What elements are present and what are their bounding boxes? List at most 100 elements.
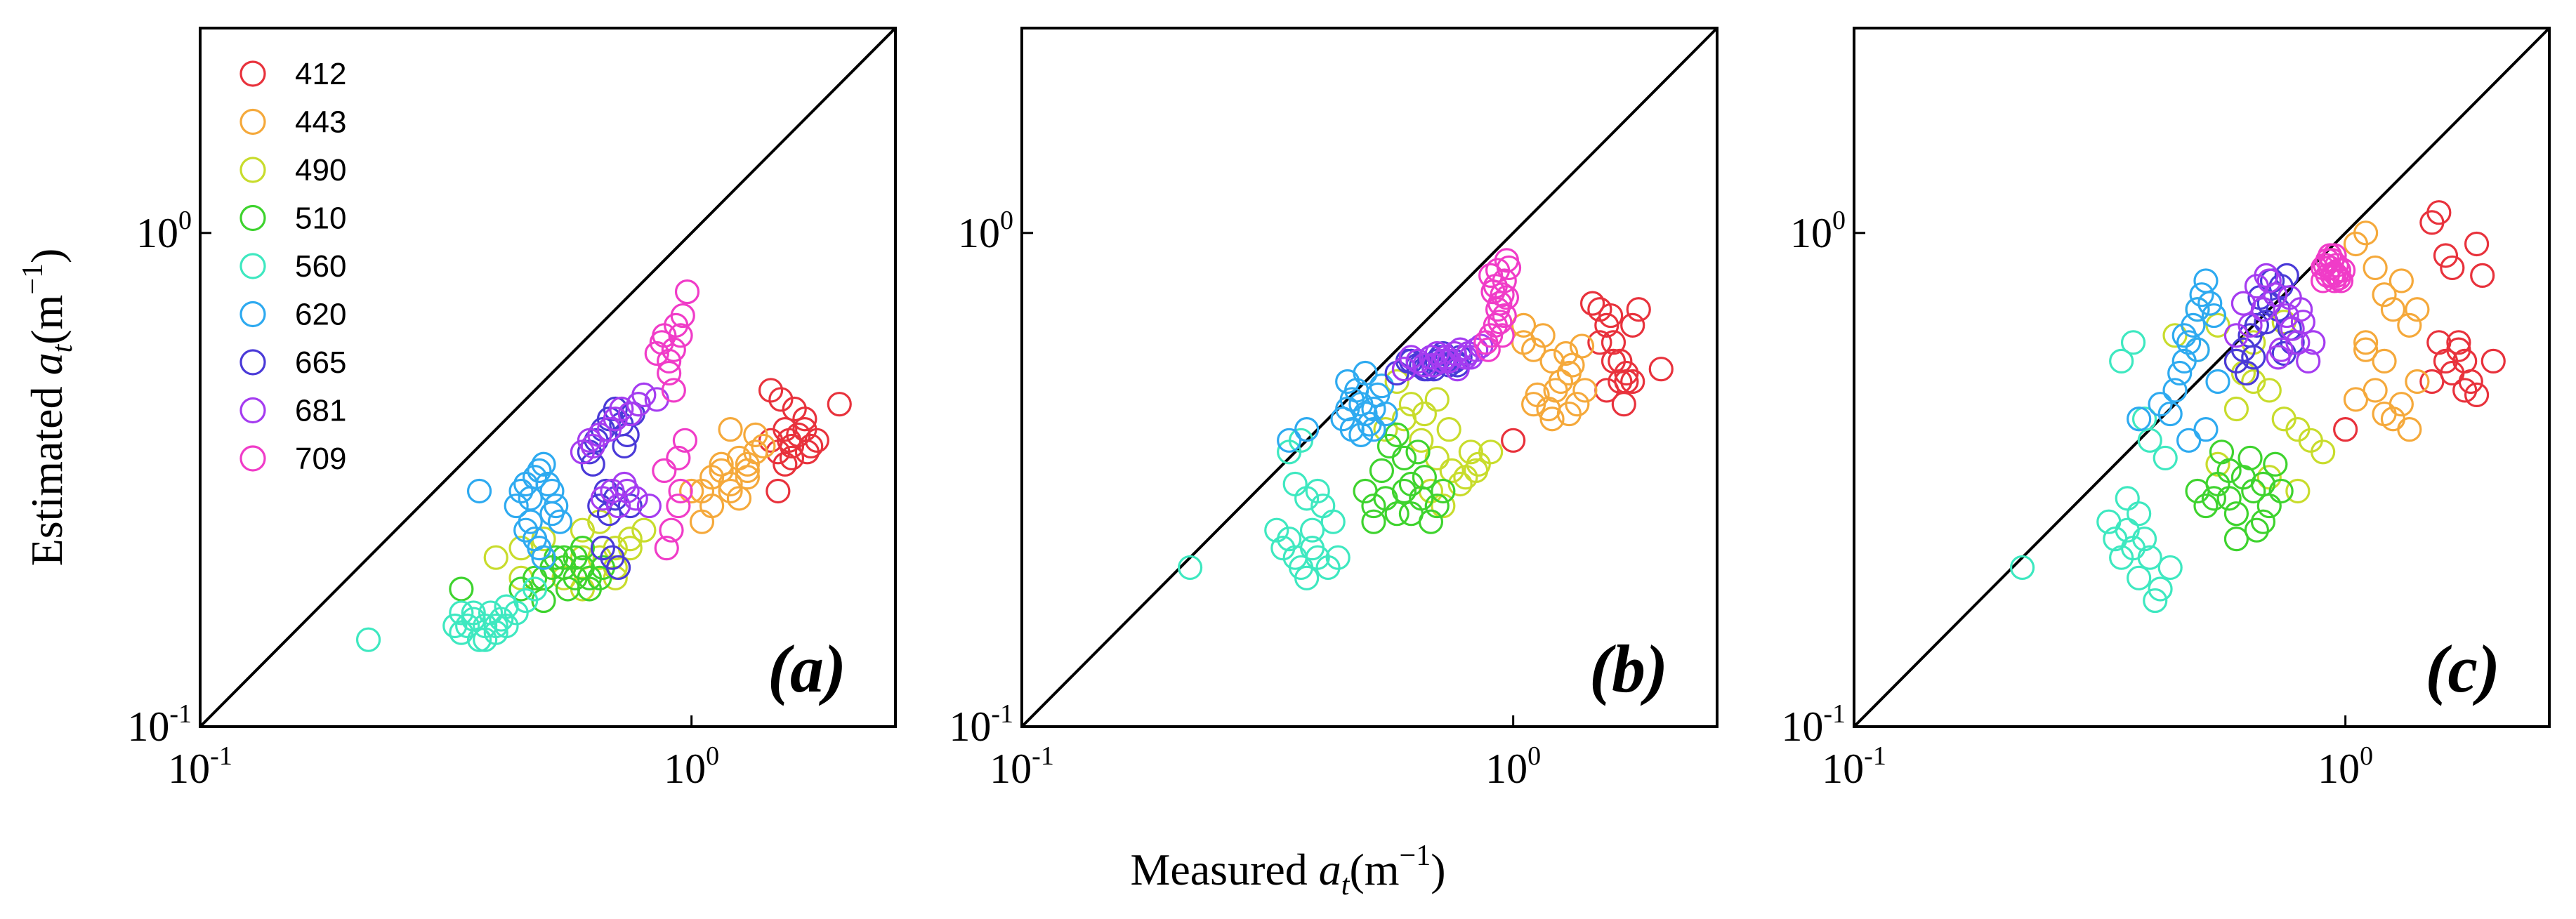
point-620: [2157, 401, 2183, 427]
point-490: [1439, 458, 1464, 483]
y-axis-title-sub: t: [46, 343, 79, 352]
point-510: [1412, 465, 1438, 490]
series-412: [2333, 200, 2506, 442]
point-443: [2372, 348, 2397, 373]
point-709: [654, 536, 679, 561]
point-443: [1530, 323, 1556, 348]
point-490: [2256, 465, 2282, 490]
one-to-one-line: [1853, 27, 2551, 728]
point-620: [531, 451, 556, 477]
point-443: [1553, 341, 1579, 366]
axes-frame: [1020, 27, 1719, 728]
series-412: [758, 378, 852, 504]
point-510: [2244, 517, 2270, 543]
point-560: [483, 613, 508, 639]
point-620: [1277, 428, 1302, 453]
point-412: [2464, 231, 2490, 257]
point-443: [718, 471, 743, 497]
point-412: [2433, 348, 2459, 373]
x-tick-label: 10-1: [990, 741, 1054, 792]
point-510: [2250, 509, 2276, 534]
point-560: [1325, 545, 1351, 570]
x-tick-label: 100: [664, 741, 719, 792]
point-443: [2405, 297, 2430, 322]
point-709: [666, 445, 691, 471]
point-412: [2440, 255, 2465, 281]
x-tick-mantissa: 10: [664, 746, 706, 792]
point-412: [2440, 360, 2465, 386]
point-412: [768, 387, 794, 412]
point-443: [1569, 333, 1595, 359]
y-tick-mantissa: 10: [949, 703, 991, 750]
legend-marker-620: [239, 300, 266, 328]
point-443: [1565, 392, 1590, 417]
point-490: [617, 527, 643, 552]
point-560: [1305, 478, 1330, 504]
legend-marker-560: [239, 253, 266, 279]
point-665: [590, 536, 616, 561]
point-443: [2380, 297, 2406, 322]
point-443: [1536, 396, 1561, 422]
point-443: [735, 451, 760, 477]
point-412: [2446, 330, 2471, 355]
series-412: [1501, 291, 1674, 453]
point-490: [631, 517, 657, 543]
point-620: [539, 478, 565, 504]
point-443: [709, 458, 734, 483]
point-510: [449, 576, 474, 602]
point-709: [1490, 323, 1515, 348]
point-490: [1447, 471, 1473, 497]
point-412: [779, 445, 805, 471]
point-490: [1431, 493, 1456, 519]
point-560: [2131, 406, 2157, 432]
y-tick-label: 10-1: [1781, 699, 1846, 750]
point-709: [1490, 282, 1515, 308]
point-620: [1348, 422, 1374, 447]
point-412: [773, 417, 798, 442]
x-tick-exponent: -1: [1864, 741, 1886, 771]
point-709: [644, 341, 669, 366]
point-620: [1294, 417, 1320, 442]
point-412: [773, 451, 798, 477]
x-axis-title-unit-close: ): [1431, 845, 1445, 894]
point-412: [1601, 330, 1627, 355]
point-620: [547, 509, 573, 534]
legend-label-665: 665: [295, 345, 346, 380]
point-620: [2171, 323, 2197, 348]
point-560: [466, 627, 492, 652]
point-443: [2353, 337, 2379, 362]
point-510: [2216, 486, 2242, 511]
series-510: [1353, 422, 1456, 534]
point-443: [1539, 348, 1565, 373]
axes-frame: [1853, 27, 2551, 728]
point-560: [494, 594, 519, 619]
series-560: [1177, 428, 1351, 590]
point-560: [1282, 471, 1308, 497]
point-490: [1373, 417, 1398, 442]
x-axis-title: Measured at(m−1): [1130, 840, 1445, 901]
point-490: [1409, 428, 1434, 453]
y-tick-mantissa: 10: [958, 210, 1000, 256]
point-620: [2189, 282, 2214, 308]
point-709: [2322, 268, 2347, 293]
point-510: [563, 545, 588, 570]
series-681: [2223, 263, 2326, 373]
one-to-one-line: [199, 27, 897, 728]
point-709: [1487, 291, 1513, 316]
point-412: [765, 478, 791, 504]
point-490: [2311, 439, 2336, 465]
point-412: [1620, 312, 1645, 338]
point-620: [2148, 392, 2173, 417]
y-tick-label: 100: [136, 206, 192, 256]
x-axis-title-var: a: [1319, 845, 1341, 894]
series-620: [2127, 268, 2230, 453]
point-620: [508, 478, 534, 504]
point-510: [1361, 493, 1386, 519]
x-tick-mantissa: 10: [990, 746, 1032, 792]
y-axis-title-unit-close: ): [22, 249, 72, 263]
point-681: [2230, 291, 2256, 316]
point-709: [661, 337, 686, 362]
legend-label-490: 490: [295, 153, 346, 187]
